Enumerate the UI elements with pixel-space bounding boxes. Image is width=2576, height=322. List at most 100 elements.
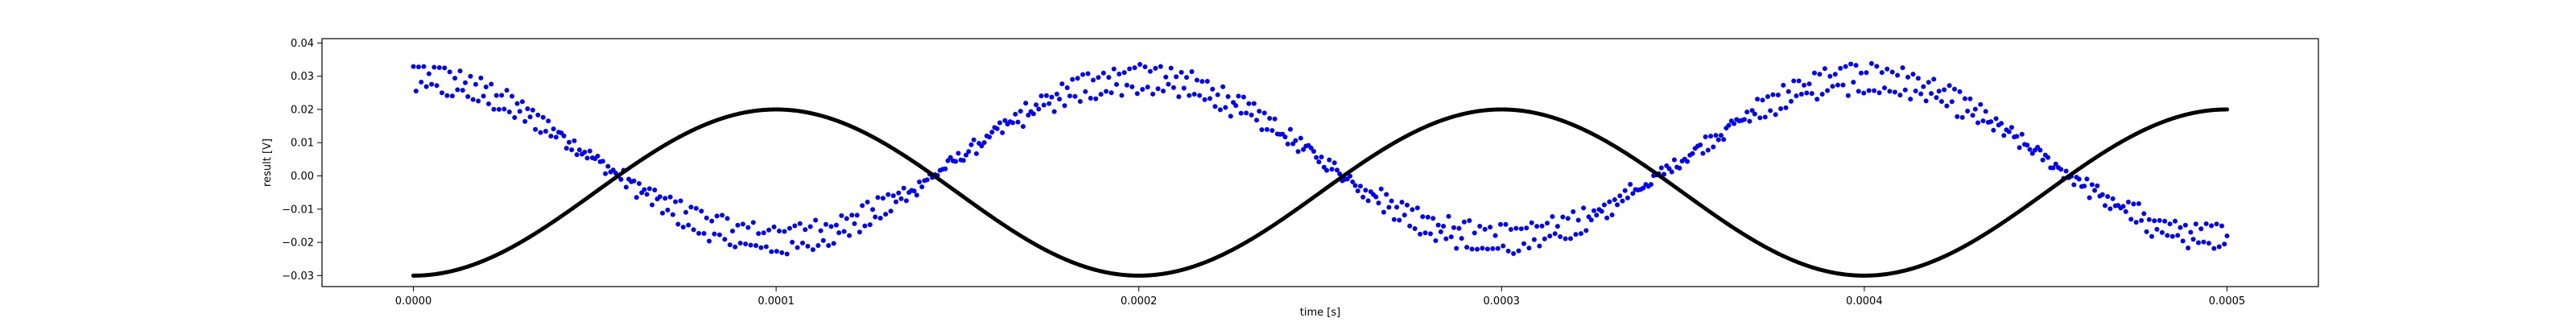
series-blue-point [1129,84,1135,89]
series-blue-point [1244,110,1249,116]
series-blue-point [1355,188,1360,194]
series-blue-point [1946,83,1952,89]
series-blue-point [1187,93,1192,98]
series-blue-point [1955,114,1960,119]
series-blue-point [1936,89,1942,94]
series-blue-point [530,107,535,113]
series-blue-point [691,227,696,233]
series-blue-point [2167,221,2173,227]
series-blue-point [686,222,691,228]
series-blue-point [987,134,993,140]
series-blue-point [2154,226,2160,232]
series-blue-point [1952,86,1958,92]
series-blue-point [883,212,889,217]
x-tick-label: 0.0005 [2209,295,2246,308]
series-blue-point [716,232,722,237]
series-blue-point [1373,194,1379,200]
series-blue-point [1132,65,1137,71]
series-blue-point [1430,216,1436,221]
series-blue-point [1648,182,1653,188]
series-blue-point [1013,111,1018,117]
series-blue-point [1386,204,1392,210]
series-blue-point [1215,92,1220,97]
series-blue-point [1018,109,1023,114]
series-blue-point [971,137,976,142]
series-blue-point [1965,108,1971,114]
series-blue-point [847,233,852,238]
y-tick-label: 0.04 [291,38,314,50]
series-blue-point [2139,217,2145,223]
series-blue-point [1732,121,1737,126]
series-blue-point [1026,113,1031,118]
series-blue-point [797,221,803,226]
series-blue-point [675,221,681,227]
series-blue-point [423,84,429,89]
series-blue-point [1023,101,1029,106]
series-blue-point [1539,223,1545,229]
series-blue-point [860,203,865,208]
series-blue-point [924,177,930,183]
series-blue-point [1257,109,1262,114]
series-blue-point [1804,90,1810,96]
series-blue-point [994,126,1000,131]
series-blue-point [1620,198,1625,204]
series-blue-point [1261,110,1267,116]
y-axis-label: result [V] [262,138,274,187]
series-blue-point [1959,114,1965,120]
series-blue-point [712,231,717,237]
series-blue-point [1100,70,1106,76]
series-blue-point [813,217,819,223]
series-blue-point [877,216,883,221]
series-blue-point [1113,81,1119,87]
series-blue-point [1802,82,1807,88]
series-blue-point [1747,118,1752,124]
series-blue-point [2175,233,2181,238]
series-blue-point [1876,90,1882,96]
series-blue-point [1236,93,1241,99]
series-blue-point [1765,94,1770,99]
series-blue-point [1558,234,1563,240]
series-blue-point [1885,66,1890,72]
series-blue-point [1384,192,1389,197]
series-blue-point [733,244,738,250]
series-blue-point [979,143,985,149]
series-blue-point [903,198,909,204]
series-blue-point [1179,69,1184,75]
series-blue-point [2206,241,2211,246]
series-blue-point [2211,246,2217,251]
series-blue-point [2107,206,2113,212]
series-blue-point [1791,78,1797,84]
series-blue-point [1376,200,1381,206]
series-blue-point [642,187,647,192]
series-blue-point [2224,233,2230,239]
series-blue-point [419,79,424,85]
series-black-points [411,107,2230,278]
series-blue-point [603,171,609,176]
series-blue-point [1378,186,1384,192]
series-blue-point [875,195,881,200]
series-blue-point [510,93,515,99]
series-blue-point [426,71,431,76]
series-blue-point [1708,134,1714,139]
series-blue-point [1929,91,1934,97]
series-blue-point [714,213,720,219]
series-blue-point [1337,171,1343,177]
series-blue-point [1554,224,1560,229]
series-blue-point [1334,167,1340,173]
series-blue-point [805,243,811,249]
series-blue-point [2178,225,2183,230]
series-blue-point [790,239,795,245]
series-blue-point [1778,105,1784,111]
series-blue-point [1119,93,1125,98]
series-blue-point [1508,227,1513,233]
series-blue-point [665,207,671,213]
series-blue-point [1422,230,1428,236]
series-blue-point [1441,224,1447,229]
series-blue-point [943,166,948,171]
series-blue-points [411,60,2230,257]
series-blue-point [2149,233,2154,239]
series-blue-point [1170,85,1176,90]
series-blue-point [1957,89,1963,94]
series-blue-point [1768,108,1773,114]
